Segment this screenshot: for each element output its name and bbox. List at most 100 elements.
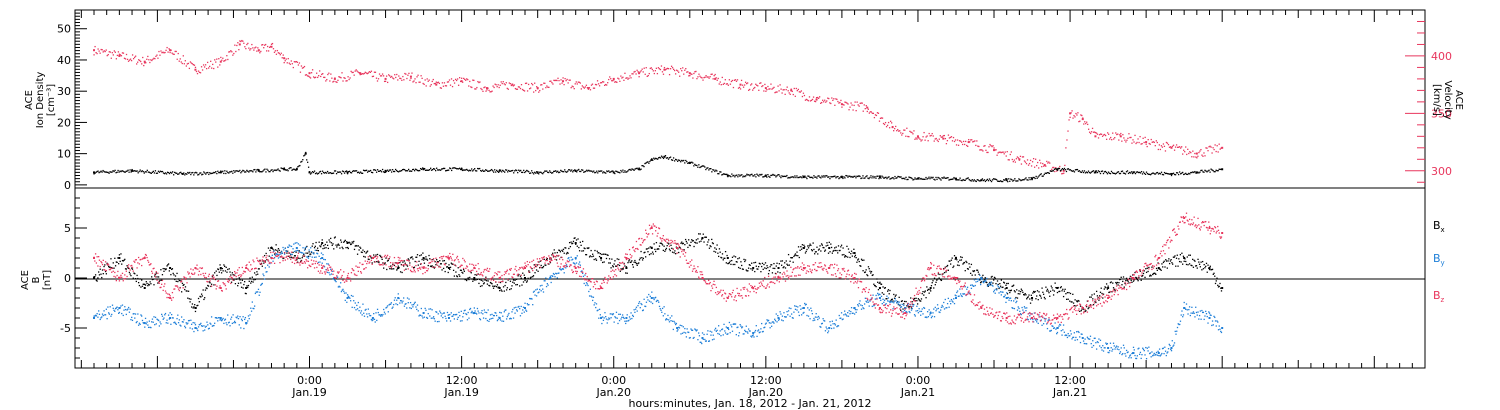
scatter-dot (442, 85, 445, 87)
scatter-dot (1142, 171, 1145, 173)
scatter-dot (162, 172, 165, 174)
scatter-dot (561, 249, 563, 252)
scatter-dot (864, 107, 866, 110)
scatter-dot (254, 168, 256, 171)
scatter-dot (279, 170, 281, 172)
scatter-dot (485, 280, 488, 282)
black-point (498, 169, 501, 172)
scatter-dot (633, 169, 635, 171)
scatter-dot (971, 179, 973, 181)
scatter-dot (1200, 261, 1202, 263)
scatter-dot (538, 91, 540, 93)
scatter-dot (254, 292, 257, 295)
scatter-dot (929, 288, 931, 291)
scatter-dot (910, 297, 912, 299)
scatter-dot (144, 326, 146, 328)
bx-point (447, 267, 450, 269)
scatter-dot (909, 305, 911, 308)
scatter-dot (167, 322, 169, 324)
scatter-dot (976, 269, 979, 271)
scatter-dot (310, 250, 313, 253)
scatter-dot (171, 52, 173, 54)
scatter-dot (656, 299, 658, 302)
scatter-dot (299, 164, 301, 167)
scatter-dot (538, 173, 540, 175)
scatter-dot (1128, 171, 1131, 174)
scatter-dot (94, 172, 96, 174)
scatter-dot (353, 300, 355, 302)
scatter-dot (591, 83, 594, 85)
scatter-dot (909, 130, 911, 133)
scatter-dot (691, 240, 694, 242)
scatter-dot (673, 252, 675, 254)
scatter-dot (659, 68, 662, 71)
scatter-dot (224, 319, 226, 321)
scatter-dot (493, 86, 495, 89)
pink-point (1069, 112, 1072, 115)
scatter-dot (866, 175, 868, 177)
scatter-dot (409, 170, 412, 172)
scatter-dot (183, 172, 185, 174)
scatter-dot (525, 281, 528, 283)
scatter-dot (1214, 275, 1216, 277)
scatter-dot (775, 176, 777, 178)
scatter-dot (227, 322, 230, 324)
scatter-dot (616, 81, 618, 84)
scatter-dot (754, 261, 757, 264)
scatter-dot (1188, 263, 1191, 265)
scatter-dot (568, 241, 571, 244)
scatter-dot (723, 173, 725, 175)
scatter-dot (272, 48, 275, 50)
scatter-dot (369, 169, 372, 172)
scatter-dot (418, 169, 421, 172)
scatter-dot (208, 67, 210, 69)
scatter-dot (207, 324, 209, 326)
scatter-dot (634, 259, 636, 262)
scatter-dot (531, 298, 533, 300)
scatter-dot (641, 165, 643, 167)
scatter-dot (118, 53, 121, 55)
scatter-dot (247, 320, 249, 322)
scatter-dot (359, 73, 361, 76)
scatter-dot (920, 140, 922, 142)
scatter-dot (612, 266, 615, 268)
scatter-dot (97, 277, 99, 279)
scatter-dot (293, 256, 295, 259)
scatter-dot (1002, 151, 1004, 153)
scatter-dot (289, 256, 291, 259)
scatter-dot (455, 167, 457, 169)
scatter-dot (674, 73, 677, 75)
scatter-dot (623, 262, 625, 265)
scatter-dot (118, 254, 121, 256)
scatter-dot (399, 302, 401, 304)
scatter-dot (597, 172, 599, 174)
scatter-dot (415, 82, 417, 84)
scatter-dot (939, 178, 941, 180)
scatter-dot (1056, 291, 1059, 294)
scatter-dot (127, 308, 129, 310)
scatter-dot (563, 171, 565, 173)
scatter-dot (586, 87, 589, 89)
scatter-dot (1149, 174, 1152, 176)
scatter-dot (451, 263, 453, 265)
scatter-dot (360, 73, 362, 75)
scatter-dot (1135, 142, 1137, 145)
scatter-dot (195, 171, 197, 174)
scatter-dot (1112, 172, 1115, 175)
scatter-dot (606, 170, 608, 172)
scatter-dot (777, 174, 779, 176)
scatter-dot (423, 167, 426, 170)
pink-point (967, 141, 970, 144)
scatter-dot (1170, 259, 1172, 261)
scatter-dot (737, 176, 739, 178)
scatter-dot (228, 172, 230, 174)
scatter-dot (251, 301, 253, 303)
scatter-dot (123, 171, 125, 173)
scatter-dot (242, 287, 244, 289)
scatter-dot (756, 84, 758, 86)
scatter-dot (1214, 144, 1216, 146)
scatter-dot (921, 292, 923, 295)
scatter-dot (600, 259, 602, 261)
scatter-dot (256, 169, 258, 171)
black-point (283, 168, 286, 171)
